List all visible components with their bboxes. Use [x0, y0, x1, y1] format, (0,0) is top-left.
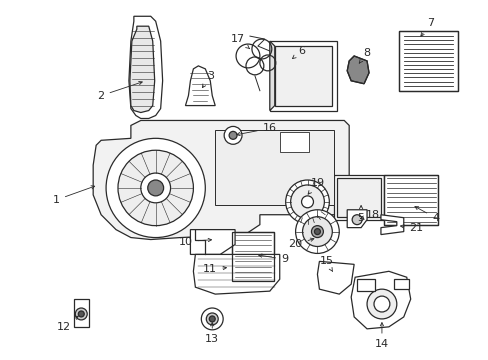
Circle shape: [106, 138, 205, 238]
Circle shape: [118, 150, 193, 226]
Circle shape: [141, 173, 170, 203]
Text: 20: 20: [288, 238, 313, 249]
Text: 4: 4: [414, 207, 438, 223]
Bar: [337, 178, 380, 217]
Text: 17: 17: [230, 34, 249, 49]
Polygon shape: [350, 271, 410, 329]
Text: 5: 5: [357, 206, 364, 223]
Text: 15: 15: [319, 256, 333, 271]
Circle shape: [373, 296, 389, 312]
Text: 13: 13: [205, 323, 219, 344]
Circle shape: [351, 215, 361, 225]
Polygon shape: [193, 255, 279, 294]
Text: 14: 14: [374, 323, 388, 349]
Circle shape: [301, 196, 313, 208]
Text: 12: 12: [56, 316, 78, 332]
Text: 16: 16: [236, 123, 276, 136]
Bar: [279, 132, 309, 152]
Text: 21: 21: [400, 222, 423, 233]
Text: 8: 8: [359, 48, 370, 63]
Circle shape: [206, 313, 218, 325]
Bar: [398, 31, 457, 91]
Bar: [232, 231, 273, 281]
Circle shape: [201, 308, 223, 330]
Text: 19: 19: [307, 178, 324, 194]
Circle shape: [75, 308, 87, 320]
Polygon shape: [346, 56, 368, 84]
Circle shape: [147, 180, 163, 196]
Polygon shape: [130, 26, 154, 113]
Circle shape: [224, 126, 242, 144]
Bar: [334, 175, 383, 220]
Polygon shape: [93, 121, 348, 239]
Bar: [383, 175, 438, 225]
Polygon shape: [129, 16, 163, 118]
Text: 9: 9: [258, 254, 287, 264]
Circle shape: [295, 210, 339, 253]
Text: 6: 6: [292, 46, 305, 59]
Circle shape: [311, 226, 323, 238]
Polygon shape: [190, 230, 235, 255]
Bar: [269, 41, 337, 111]
Polygon shape: [185, 66, 215, 105]
Polygon shape: [380, 215, 403, 235]
Bar: [356, 279, 374, 291]
Circle shape: [78, 311, 84, 317]
Circle shape: [229, 131, 237, 139]
Bar: [74, 299, 89, 327]
Bar: [215, 130, 334, 205]
Bar: [393, 279, 408, 289]
Bar: [274, 46, 332, 105]
Circle shape: [366, 289, 396, 319]
Bar: [232, 231, 273, 281]
Text: 2: 2: [97, 81, 142, 101]
Text: 7: 7: [420, 18, 433, 36]
Polygon shape: [269, 41, 274, 111]
Polygon shape: [346, 210, 366, 228]
Text: 10: 10: [178, 237, 211, 247]
Text: 18: 18: [360, 210, 379, 220]
Bar: [398, 31, 457, 91]
Text: 1: 1: [53, 186, 95, 205]
Text: 11: 11: [203, 264, 226, 274]
Text: 3: 3: [202, 71, 213, 87]
Circle shape: [209, 316, 215, 322]
Polygon shape: [317, 261, 353, 294]
Circle shape: [302, 217, 332, 247]
Circle shape: [314, 229, 320, 235]
Bar: [383, 175, 438, 225]
Circle shape: [285, 180, 328, 224]
Circle shape: [290, 185, 324, 219]
